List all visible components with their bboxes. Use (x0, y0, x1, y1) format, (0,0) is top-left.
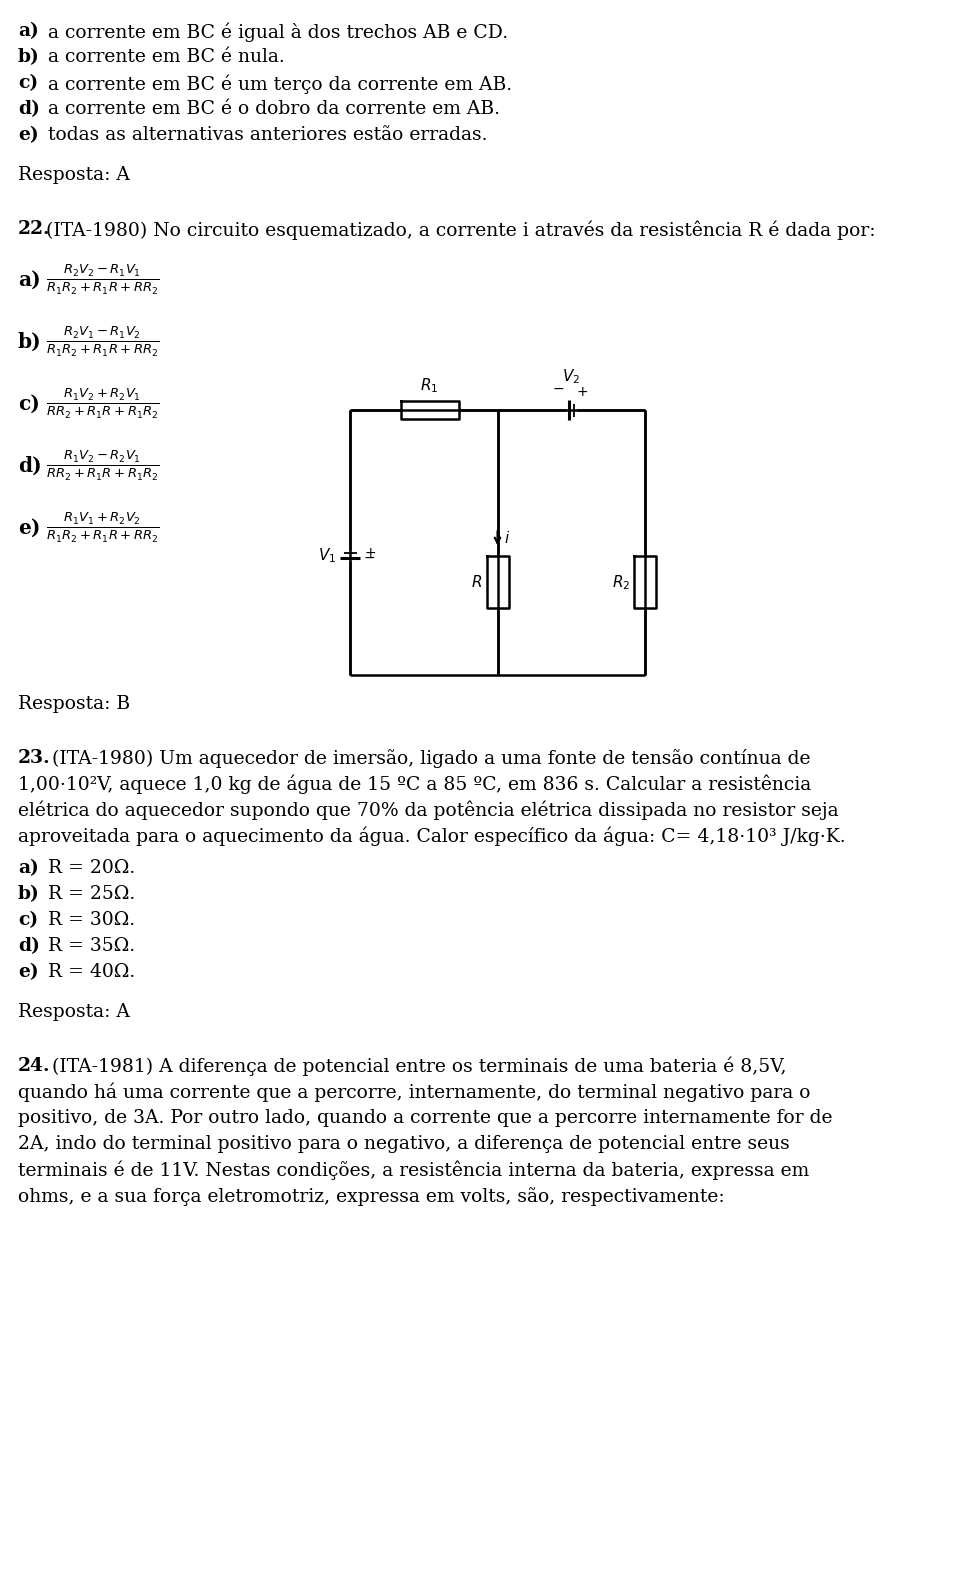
Text: b): b) (18, 48, 39, 67)
Text: elétrica do aquecedor supondo que 70% da potência elétrica dissipada no resistor: elétrica do aquecedor supondo que 70% da… (18, 801, 839, 820)
Text: $R$: $R$ (471, 574, 483, 590)
Text: +: + (577, 385, 588, 399)
Text: terminais é de 11V. Nestas condições, a resistência interna da bateria, expressa: terminais é de 11V. Nestas condições, a … (18, 1161, 809, 1180)
Text: a corrente em BC é nula.: a corrente em BC é nula. (42, 48, 285, 67)
Text: todas as alternativas anteriores estão erradas.: todas as alternativas anteriores estão e… (42, 126, 488, 145)
Text: d): d) (18, 100, 40, 118)
Text: c): c) (18, 75, 38, 92)
Text: $\frac{R_1V_2 + R_2V_1}{RR_2 + R_1R + R_1R_2}$: $\frac{R_1V_2 + R_2V_1}{RR_2 + R_1R + R_… (46, 386, 160, 421)
Text: b): b) (18, 332, 41, 351)
Text: e): e) (18, 964, 38, 981)
Text: c): c) (18, 911, 38, 929)
Text: $V_2$: $V_2$ (563, 367, 580, 386)
Text: $\frac{R_1V_1 + R_2V_2}{R_1R_2 + R_1R + RR_2}$: $\frac{R_1V_1 + R_2V_2}{R_1R_2 + R_1R + … (46, 510, 160, 545)
Text: R = 30Ω.: R = 30Ω. (42, 911, 135, 929)
Text: (ITA-1981) A diferença de potencial entre os terminais de uma bateria é 8,5V,: (ITA-1981) A diferença de potencial entr… (46, 1057, 786, 1076)
Text: Resposta: A: Resposta: A (18, 1003, 130, 1021)
Text: Resposta: A: Resposta: A (18, 165, 130, 184)
Text: −: − (552, 382, 564, 396)
Text: quando há uma corrente que a percorre, internamente, do terminal negativo para o: quando há uma corrente que a percorre, i… (18, 1083, 810, 1102)
Text: R = 25Ω.: R = 25Ω. (42, 886, 135, 903)
Text: $V_1$: $V_1$ (318, 547, 336, 564)
Text: positivo, de 3A. Por outro lado, quando a corrente que a percorre internamente f: positivo, de 3A. Por outro lado, quando … (18, 1108, 832, 1127)
Text: 23.: 23. (18, 749, 51, 766)
Text: b): b) (18, 886, 39, 903)
Text: 24.: 24. (18, 1057, 51, 1075)
Text: $i$: $i$ (503, 529, 510, 547)
Text: R = 20Ω.: R = 20Ω. (42, 859, 135, 878)
Text: $\frac{R_2V_1 - R_1V_2}{R_1R_2 + R_1R + RR_2}$: $\frac{R_2V_1 - R_1V_2}{R_1R_2 + R_1R + … (46, 324, 160, 359)
Text: c): c) (18, 394, 39, 413)
Text: d): d) (18, 456, 41, 475)
Text: a): a) (18, 22, 38, 40)
Text: 2A, indo do terminal positivo para o negativo, a diferença de potencial entre se: 2A, indo do terminal positivo para o neg… (18, 1135, 790, 1153)
Text: R = 35Ω.: R = 35Ω. (42, 937, 135, 956)
Text: a corrente em BC é um terço da corrente em AB.: a corrente em BC é um terço da corrente … (42, 75, 512, 94)
Text: d): d) (18, 937, 40, 956)
Text: a): a) (18, 270, 40, 289)
Text: $R_2$: $R_2$ (612, 572, 630, 591)
Text: aproveitada para o aquecimento da água. Calor específico da água: C= 4,18·10³ J/: aproveitada para o aquecimento da água. … (18, 827, 846, 846)
Text: 22.: 22. (18, 219, 51, 238)
Text: e): e) (18, 126, 38, 145)
Text: a corrente em BC é igual à dos trechos AB e CD.: a corrente em BC é igual à dos trechos A… (42, 22, 508, 41)
Text: a corrente em BC é o dobro da corrente em AB.: a corrente em BC é o dobro da corrente e… (42, 100, 500, 118)
Text: e): e) (18, 518, 40, 537)
Text: R = 40Ω.: R = 40Ω. (42, 964, 135, 981)
Text: −: − (364, 552, 375, 566)
Text: +: + (364, 547, 375, 560)
Text: Resposta: B: Resposta: B (18, 695, 131, 712)
Text: $\frac{R_2V_2 - R_1V_1}{R_1R_2 + R_1R + RR_2}$: $\frac{R_2V_2 - R_1V_1}{R_1R_2 + R_1R + … (46, 262, 160, 297)
Text: ohms, e a sua força eletromotriz, expressa em volts, são, respectivamente:: ohms, e a sua força eletromotriz, expres… (18, 1188, 725, 1205)
Text: (ITA-1980) No circuito esquematizado, a corrente i através da resistência R é da: (ITA-1980) No circuito esquematizado, a … (46, 219, 876, 240)
Text: a): a) (18, 859, 38, 878)
Text: (ITA-1980) Um aquecedor de imersão, ligado a uma fonte de tensão contínua de: (ITA-1980) Um aquecedor de imersão, liga… (46, 749, 810, 768)
Text: $R_1$: $R_1$ (420, 377, 439, 394)
Text: $\frac{R_1V_2 - R_2V_1}{RR_2 + R_1R + R_1R_2}$: $\frac{R_1V_2 - R_2V_1}{RR_2 + R_1R + R_… (46, 448, 160, 483)
Text: 1,00·10²V, aquece 1,0 kg de água de 15 ºC a 85 ºC, em 836 s. Calcular a resistên: 1,00·10²V, aquece 1,0 kg de água de 15 º… (18, 774, 811, 795)
